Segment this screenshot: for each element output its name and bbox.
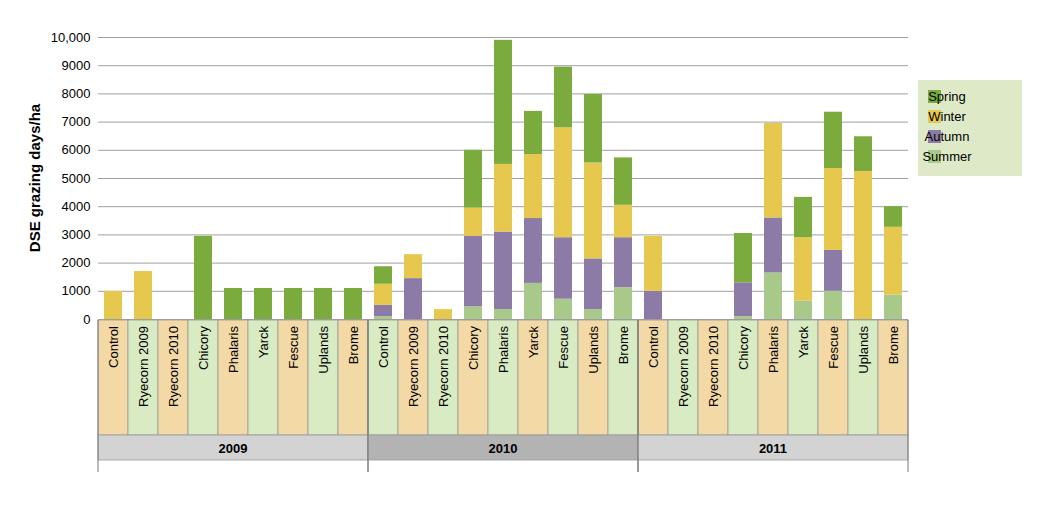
svg-text:10,000: 10,000 — [51, 30, 91, 45]
svg-text:Fescue: Fescue — [826, 326, 841, 369]
svg-text:Ryecorn 2009: Ryecorn 2009 — [676, 326, 691, 407]
svg-text:4000: 4000 — [62, 199, 91, 214]
svg-text:2011: 2011 — [759, 441, 787, 456]
svg-text:0: 0 — [83, 312, 90, 327]
svg-text:Chicory: Chicory — [736, 326, 751, 371]
svg-text:Control: Control — [106, 326, 121, 368]
svg-text:Brome: Brome — [616, 326, 631, 364]
svg-text:Chicory: Chicory — [466, 326, 481, 371]
svg-text:Phalaris: Phalaris — [766, 326, 781, 373]
svg-text:Yarck: Yarck — [526, 326, 541, 359]
svg-text:2000: 2000 — [62, 255, 91, 270]
svg-text:Winter: Winter — [928, 109, 966, 124]
svg-text:Fescue: Fescue — [286, 326, 301, 369]
svg-text:6000: 6000 — [62, 142, 91, 157]
svg-text:2009: 2009 — [219, 441, 248, 456]
svg-text:5000: 5000 — [62, 171, 91, 186]
svg-text:Uplands: Uplands — [586, 326, 601, 374]
svg-text:Control: Control — [646, 326, 661, 368]
svg-text:1000: 1000 — [62, 283, 91, 298]
svg-text:Ryecorn 2010: Ryecorn 2010 — [166, 326, 181, 407]
svg-text:Spring: Spring — [928, 89, 966, 104]
svg-text:7000: 7000 — [62, 114, 91, 129]
svg-text:Control: Control — [376, 326, 391, 368]
svg-text:Ryecorn 2010: Ryecorn 2010 — [706, 326, 721, 407]
svg-text:Summer: Summer — [922, 149, 972, 164]
svg-text:2010: 2010 — [489, 441, 518, 456]
svg-text:Phalaris: Phalaris — [226, 326, 241, 373]
svg-text:Ryecorn 2010: Ryecorn 2010 — [436, 326, 451, 407]
svg-text:Ryecorn 2009: Ryecorn 2009 — [406, 326, 421, 407]
svg-text:Yarck: Yarck — [256, 326, 271, 359]
svg-text:9000: 9000 — [62, 58, 91, 73]
svg-text:3000: 3000 — [62, 227, 91, 242]
svg-text:DSE grazing days/ha: DSE grazing days/ha — [26, 103, 43, 252]
svg-text:Chicory: Chicory — [196, 326, 211, 371]
svg-text:Fescue: Fescue — [556, 326, 571, 369]
svg-text:Phalaris: Phalaris — [496, 326, 511, 373]
svg-text:Ryecorn 2009: Ryecorn 2009 — [136, 326, 151, 407]
svg-text:Autumn: Autumn — [925, 129, 970, 144]
svg-text:8000: 8000 — [62, 86, 91, 101]
svg-text:Uplands: Uplands — [316, 326, 331, 374]
svg-text:Uplands: Uplands — [856, 326, 871, 374]
svg-text:Yarck: Yarck — [796, 326, 811, 359]
svg-text:Brome: Brome — [886, 326, 901, 364]
svg-text:Brome: Brome — [346, 326, 361, 364]
